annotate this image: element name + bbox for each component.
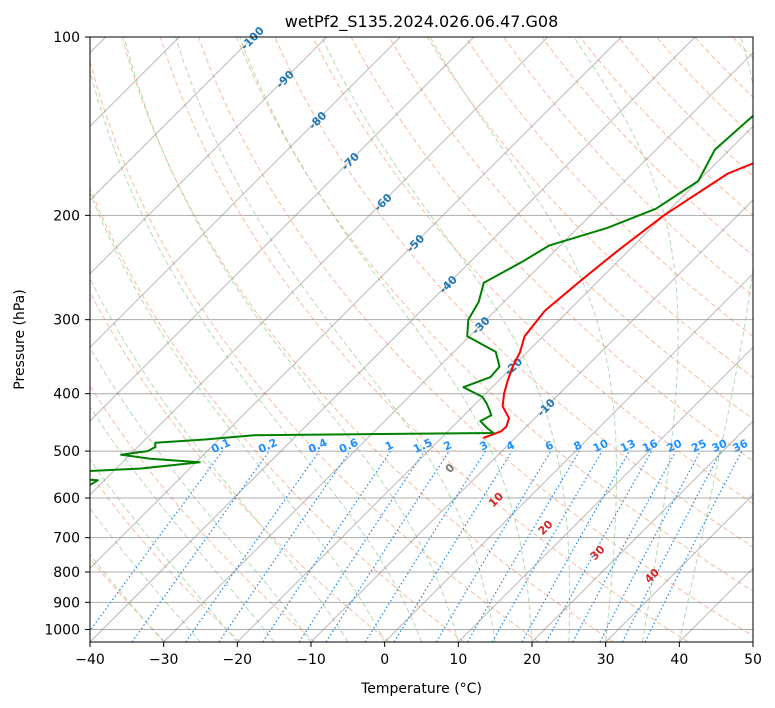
dry-adiabat bbox=[274, 37, 753, 548]
x-tick-label: 40 bbox=[670, 652, 688, 668]
moist-adiabat bbox=[239, 37, 533, 642]
isotherm-line bbox=[605, 493, 753, 642]
mixing-ratio-label: 30 bbox=[710, 437, 730, 455]
dry-adiabat bbox=[90, 186, 465, 642]
moist-adiabat bbox=[90, 191, 386, 642]
mixing-ratio-label: 13 bbox=[618, 437, 637, 455]
isotherm-line bbox=[90, 37, 254, 201]
dry-adiabat bbox=[236, 37, 753, 592]
isotherm-line bbox=[90, 37, 401, 349]
isotherm-line bbox=[384, 272, 753, 642]
x-tick-label: −30 bbox=[149, 652, 179, 668]
moist-adiabat bbox=[321, 37, 571, 642]
mixing-ratio-line bbox=[325, 450, 450, 642]
chart-title: wetPf2_S135.2024.026.06.47.G08 bbox=[285, 12, 559, 32]
y-tick-label: 800 bbox=[53, 565, 80, 581]
x-tick-label: −20 bbox=[223, 652, 253, 668]
isotherm-line bbox=[90, 37, 549, 496]
isotherm-line bbox=[90, 37, 328, 275]
dry-adiabat bbox=[90, 291, 390, 642]
y-tick-label: 900 bbox=[53, 595, 80, 611]
dry-adiabat bbox=[121, 37, 614, 642]
isotherm-line bbox=[531, 420, 753, 642]
dry-adiabat bbox=[312, 37, 753, 505]
y-tick-label: 600 bbox=[53, 491, 80, 507]
mixing-ratio-line bbox=[131, 450, 270, 642]
dry-adiabat bbox=[159, 37, 689, 642]
moist-adiabat bbox=[123, 37, 459, 642]
x-axis-label: Temperature (°C) bbox=[360, 681, 482, 697]
temperature-profile-line bbox=[483, 162, 753, 439]
mixing-ratio-line bbox=[644, 450, 743, 642]
x-tick-label: 20 bbox=[523, 652, 541, 668]
x-tick-label: −10 bbox=[296, 652, 326, 668]
mixing-ratio-line bbox=[572, 450, 677, 642]
mixing-ratio-label: 36 bbox=[731, 437, 751, 455]
mixing-ratio-line bbox=[545, 450, 653, 642]
isotherm-line bbox=[90, 37, 696, 642]
moist-adiabat bbox=[573, 37, 679, 642]
dry-adiabat bbox=[90, 384, 316, 642]
y-tick-label: 300 bbox=[53, 313, 80, 329]
moist-adiabat bbox=[429, 37, 617, 642]
isotherm-line bbox=[90, 37, 622, 570]
mixing-ratio-line bbox=[393, 450, 513, 642]
dry-adiabat bbox=[90, 59, 540, 642]
dry-adiabat bbox=[350, 37, 753, 462]
x-tick-label: 30 bbox=[597, 652, 615, 668]
mixing-ratio-line bbox=[90, 450, 223, 632]
background-lines bbox=[90, 37, 753, 642]
mixing-ratio-label: 10 bbox=[591, 437, 611, 455]
isotherm-line bbox=[310, 199, 753, 642]
y-axis-label: Pressure (hPa) bbox=[12, 289, 28, 389]
x-tick-label: −40 bbox=[75, 652, 105, 668]
y-tick-label: 200 bbox=[53, 208, 80, 224]
moist-adiabat bbox=[90, 405, 275, 642]
y-tick-label: 400 bbox=[53, 387, 80, 403]
y-tick-label: 500 bbox=[53, 444, 80, 460]
axis-ticks: −40 −30 −20 −10 0 10 20 30 40 50 100 200 300 400 500 60… bbox=[44, 30, 762, 668]
x-tick-label: 10 bbox=[449, 652, 467, 668]
mixing-ratio-label: 20 bbox=[665, 437, 685, 455]
x-tick-label: 0 bbox=[380, 652, 389, 668]
isotherm-line bbox=[90, 37, 475, 422]
plot-frame bbox=[89, 36, 754, 643]
dry-adiabat bbox=[426, 37, 753, 378]
mixing-ratio-lines bbox=[90, 450, 743, 642]
moist-adiabat bbox=[175, 37, 496, 642]
isotherm-line bbox=[457, 346, 753, 642]
profile-lines bbox=[90, 114, 753, 487]
isotherm-line bbox=[163, 51, 753, 642]
moist-adiabat bbox=[90, 277, 349, 642]
moist-adiabat bbox=[90, 458, 238, 642]
x-tick-label: 50 bbox=[744, 652, 762, 668]
y-tick-label: 100 bbox=[53, 30, 80, 46]
dry-adiabat bbox=[579, 37, 753, 217]
y-tick-label: 1000 bbox=[44, 622, 80, 638]
dewpoint-profile-line bbox=[90, 114, 753, 487]
mixing-ratio-label: 16 bbox=[640, 437, 660, 455]
mixing-ratio-line bbox=[521, 450, 631, 642]
moist-adiabat bbox=[678, 37, 753, 642]
mixing-ratio-line bbox=[218, 450, 351, 642]
mixing-ratio-line bbox=[298, 450, 425, 642]
y-tick-label: 700 bbox=[53, 531, 80, 547]
mixing-ratio-label: 25 bbox=[689, 437, 708, 455]
isotherm-line bbox=[236, 125, 753, 642]
dry-adiabat bbox=[90, 472, 241, 642]
dry-adiabat bbox=[465, 37, 753, 338]
mixing-ratio-line bbox=[185, 450, 320, 642]
mixing-ratio-line bbox=[262, 450, 392, 642]
